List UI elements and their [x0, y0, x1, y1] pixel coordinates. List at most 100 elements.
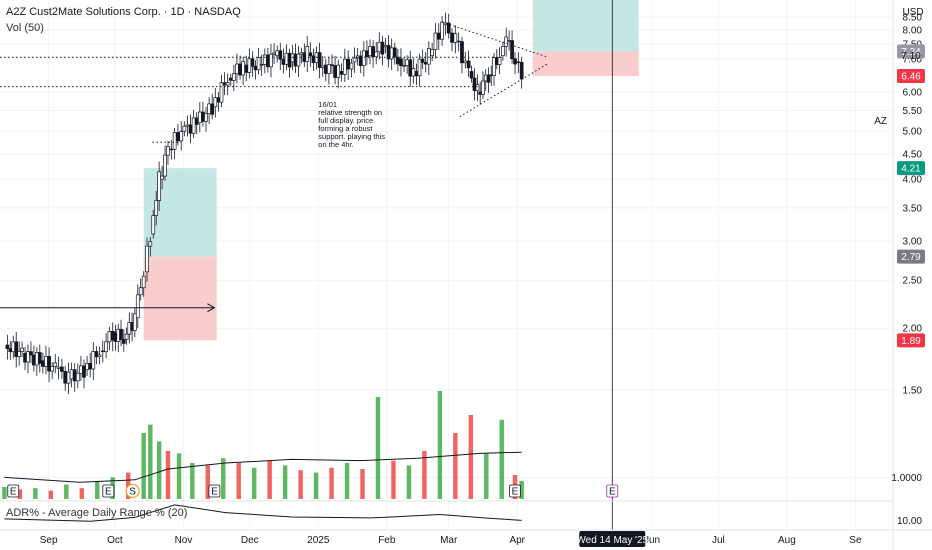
candle-body: [244, 64, 249, 73]
candle-body: [222, 82, 227, 86]
time-tick-label: Oct: [107, 535, 123, 546]
price-tick-label: 8.00: [903, 26, 923, 37]
candle-body: [430, 49, 434, 57]
candle-body: [420, 58, 425, 63]
time-tick-label: Jun: [644, 535, 660, 546]
candle-body: [374, 51, 379, 58]
candle-body: [402, 65, 406, 67]
candle-body: [26, 351, 30, 363]
last-price-label: 7.10: [901, 51, 921, 62]
candle-body: [79, 365, 83, 374]
time-tick-label: Apr: [509, 535, 525, 546]
volume-bar: [360, 469, 365, 499]
candle-body: [293, 53, 298, 67]
volume-bar: [391, 460, 396, 499]
candle-body: [201, 111, 205, 122]
volume-bar: [190, 463, 195, 499]
candle-body: [475, 84, 480, 91]
chart-title: A2Z Cust2Mate Solutions Corp. · 1D · NAS…: [6, 6, 241, 18]
candle-body: [53, 362, 58, 367]
triangle-upper-line: [441, 21, 549, 58]
volume-bar: [406, 465, 412, 499]
candle-body: [433, 32, 438, 50]
candle-body: [72, 369, 77, 382]
price-tick-label: 2.00: [903, 324, 923, 335]
candle-body: [333, 65, 337, 78]
earnings-marker: [7, 484, 20, 498]
volume-bar: [64, 484, 69, 499]
adr-indicator-label: ADR% - Average Daily Range % (20): [6, 507, 187, 519]
time-tick-label: Sep: [40, 535, 58, 546]
candle-body: [272, 52, 276, 55]
price-badge: [897, 69, 925, 84]
volume-bar: [176, 453, 182, 499]
candle-body: [119, 328, 123, 340]
candle-body: [352, 57, 357, 63]
candle-body: [253, 65, 258, 71]
candle-body: [235, 63, 239, 75]
candle-body: [469, 71, 474, 79]
candle-body: [371, 46, 375, 58]
candle-body: [417, 58, 422, 77]
candle-body: [176, 132, 180, 142]
candle-body: [305, 45, 310, 62]
candle-body: [191, 117, 196, 134]
candle-body: [60, 366, 64, 372]
candle-body: [290, 53, 295, 63]
note-annotation-line: 16/01: [318, 100, 337, 109]
candle-body: [210, 103, 215, 115]
candle-body: [88, 363, 93, 370]
note-annotation-line: relative strength on: [318, 108, 382, 117]
candle-body: [456, 40, 461, 43]
earnings-marker-label: E: [609, 487, 616, 498]
candle-body: [17, 351, 22, 357]
candle-body: [232, 73, 236, 81]
volume-bar: [329, 467, 334, 499]
candle-body: [405, 59, 410, 66]
candle-body: [11, 341, 16, 353]
candle-body: [287, 52, 292, 68]
candle-body: [213, 97, 218, 108]
split-marker-label: S: [129, 487, 136, 498]
candle-body: [460, 41, 464, 64]
candle-body: [361, 50, 366, 66]
time-tick-label: Jul: [712, 535, 725, 546]
price-tick-label: 4.50: [903, 149, 923, 160]
candle-body: [185, 124, 190, 127]
candle-body: [383, 45, 388, 48]
time-axis[interactable]: Sep Oct Nov Dec 2025 Feb Mar Apr Jun Jul Aug Se Wed …: [40, 531, 862, 547]
candle-body: [396, 56, 400, 65]
volume-bar: [453, 433, 458, 499]
candle-body: [207, 103, 211, 115]
volume-bar: [141, 433, 146, 499]
volume-bar: [282, 465, 288, 499]
price-tick-label: 8.50: [903, 13, 923, 24]
candle-body: [188, 124, 193, 134]
candle-body: [29, 351, 33, 356]
volume-bar: [437, 391, 443, 499]
candle-body: [14, 341, 19, 357]
currency-label[interactable]: USD: [902, 7, 923, 18]
note-annotation-line: forming a robust: [318, 124, 373, 133]
candle-body: [436, 32, 441, 40]
candle-body: [339, 71, 344, 75]
candle-body: [66, 371, 71, 384]
candle-body: [132, 313, 137, 331]
volume-bar: [344, 463, 350, 499]
note-annotation-line: support. playing this: [318, 132, 385, 141]
candle-body: [166, 146, 170, 156]
candle-body: [216, 97, 221, 103]
price-badges: 7.24 6.46 4.21 2.79 1.89 7.10: [897, 44, 925, 348]
candle-body: [501, 45, 505, 57]
candle-body: [160, 175, 164, 180]
candle-body: [8, 348, 13, 353]
time-tick-label: 2025: [307, 535, 330, 546]
candle-body: [284, 52, 289, 65]
candle-body: [327, 64, 331, 74]
time-tick-label: Dec: [241, 535, 259, 546]
candle-body: [104, 341, 108, 353]
candle-body: [50, 366, 55, 372]
volume-bar: [484, 453, 489, 499]
